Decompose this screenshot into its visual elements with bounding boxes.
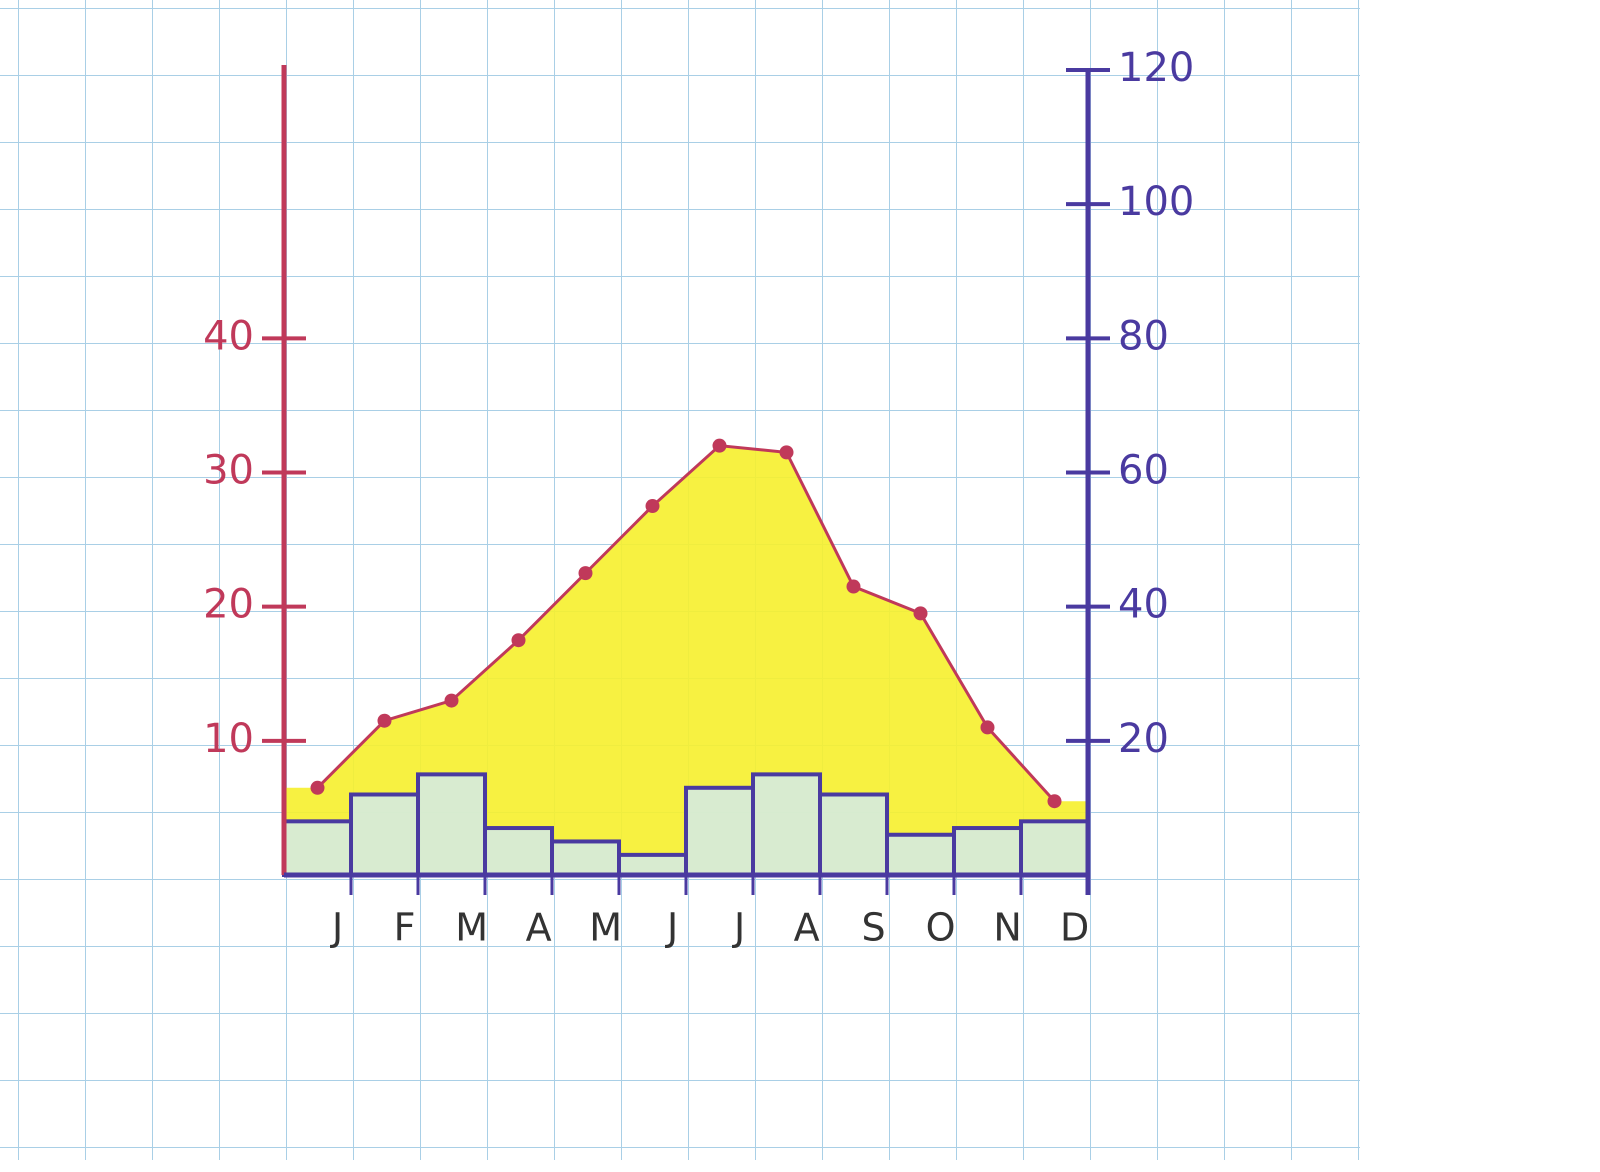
month-label: A xyxy=(526,906,552,950)
temperature-point xyxy=(377,713,392,728)
right-tick-label: 60 xyxy=(1118,448,1169,494)
precipitation-bar xyxy=(684,785,755,878)
precipitation-bar xyxy=(751,772,822,877)
left-tick-label: 40 xyxy=(203,313,254,359)
month-label: O xyxy=(926,906,956,950)
temperature-point xyxy=(913,606,928,621)
temperature-point xyxy=(779,445,794,460)
month-label: J xyxy=(665,906,678,950)
month-label: F xyxy=(394,906,416,950)
month-label: M xyxy=(589,906,622,950)
precipitation-bar xyxy=(952,826,1023,878)
left-tick-label: 10 xyxy=(203,716,254,762)
month-label: S xyxy=(862,906,886,950)
month-label: A xyxy=(794,906,820,950)
right-tick-label: 120 xyxy=(1118,45,1194,91)
precipitation-bar xyxy=(818,792,889,877)
temperature-point xyxy=(712,438,727,453)
temperature-point xyxy=(645,499,660,514)
temperature-point xyxy=(846,579,861,594)
right-tick-label: 20 xyxy=(1118,716,1169,762)
precipitation-bar xyxy=(416,772,487,877)
right-tick-label: 40 xyxy=(1118,582,1169,628)
precipitation-bar xyxy=(617,852,688,877)
precipitation-bar xyxy=(349,792,420,877)
temperature-point xyxy=(511,633,526,648)
left-tick-label: 20 xyxy=(203,582,254,628)
month-label: M xyxy=(455,906,488,950)
right-tick-label: 80 xyxy=(1118,313,1169,359)
temperature-point xyxy=(444,693,459,708)
precipitation-bar xyxy=(483,826,554,878)
temperature-area xyxy=(284,445,1088,875)
temperature-point xyxy=(578,566,593,581)
right-tick-label: 100 xyxy=(1118,179,1194,225)
month-label: J xyxy=(330,906,343,950)
temperature-point xyxy=(310,780,325,795)
precipitation-bar xyxy=(885,832,956,877)
precipitation-bar xyxy=(1019,819,1090,877)
temperature-point xyxy=(980,720,995,735)
temperature-line xyxy=(316,444,1056,803)
month-label: N xyxy=(993,906,1021,950)
temperature-point xyxy=(1047,794,1062,809)
precipitation-bar xyxy=(550,839,621,877)
month-label: J xyxy=(732,906,745,950)
left-tick-label: 30 xyxy=(203,448,254,494)
month-label: D xyxy=(1060,906,1089,950)
precipitation-bar xyxy=(282,819,353,877)
